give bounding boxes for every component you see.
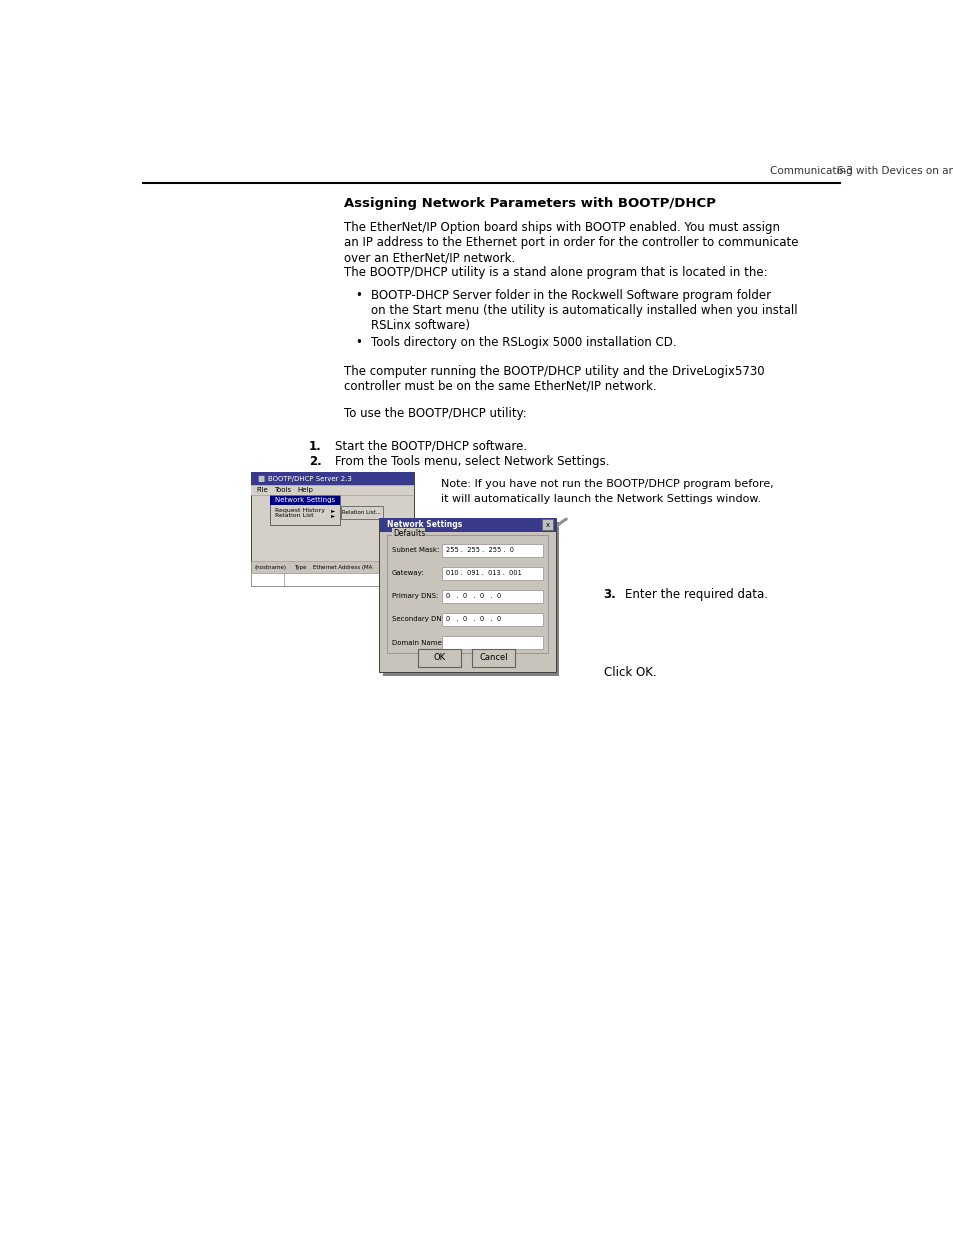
FancyBboxPatch shape [472, 648, 515, 667]
Text: 0   .  0   .  0   .  0: 0 . 0 . 0 . 0 [446, 616, 501, 622]
Bar [378, 517, 555, 672]
Text: controller must be on the same EtherNet/IP network.: controller must be on the same EtherNet/… [344, 380, 656, 393]
Text: OK: OK [433, 653, 445, 662]
Text: The BOOTP/DHCP utility is a stand alone program that is located in the:: The BOOTP/DHCP utility is a stand alone … [344, 266, 767, 279]
Bar [442, 590, 542, 603]
Text: Tools directory on the RSLogix 5000 installation CD.: Tools directory on the RSLogix 5000 inst… [371, 336, 676, 348]
Text: Gateway:: Gateway: [392, 571, 424, 577]
Text: To use the BOOTP/DHCP utility:: To use the BOOTP/DHCP utility: [344, 408, 526, 420]
FancyBboxPatch shape [340, 506, 382, 519]
Text: Network Settings: Network Settings [386, 520, 461, 530]
Bar [251, 561, 414, 573]
Bar [270, 495, 340, 525]
Bar [251, 472, 414, 585]
Bar [442, 636, 542, 650]
Text: (hostname): (hostname) [254, 564, 287, 569]
Text: ►: ► [331, 508, 335, 513]
Text: Network Settings: Network Settings [274, 498, 335, 504]
Text: •: • [355, 289, 362, 303]
Text: 6-3: 6-3 [835, 167, 852, 177]
Text: an IP address to the Ethernet port in order for the controller to communicate: an IP address to the Ethernet port in or… [344, 236, 798, 249]
Text: Relation List: Relation List [274, 513, 314, 517]
Bar [251, 485, 414, 495]
Text: Help: Help [297, 488, 313, 494]
Bar [270, 495, 340, 505]
Bar [442, 613, 542, 626]
Text: The computer running the BOOTP/DHCP utility and the DriveLogix5730: The computer running the BOOTP/DHCP util… [344, 366, 763, 378]
Bar [386, 535, 547, 653]
Text: ►: ► [331, 513, 335, 517]
Text: it will automatically launch the Network Settings window.: it will automatically launch the Network… [440, 494, 760, 504]
Bar [541, 520, 553, 530]
Text: Relation List...: Relation List... [342, 510, 381, 515]
Text: Secondary DNS:: Secondary DNS: [392, 616, 448, 622]
Text: Tools: Tools [274, 488, 291, 494]
Bar [251, 573, 414, 585]
Text: ■: ■ [257, 474, 264, 483]
Text: Start the BOOTP/DHCP software.: Start the BOOTP/DHCP software. [335, 440, 526, 453]
Text: File: File [256, 488, 268, 494]
Text: Defaults: Defaults [393, 529, 425, 537]
Text: Type: Type [294, 564, 306, 569]
Text: Communicating with Devices on an EtherNet/IP Link: Communicating with Devices on an EtherNe… [769, 167, 953, 177]
Text: 0   .  0   .  0   .  0: 0 . 0 . 0 . 0 [446, 593, 501, 599]
Text: x: x [545, 521, 549, 527]
Text: From the Tools menu, select Network Settings.: From the Tools menu, select Network Sett… [335, 454, 609, 468]
Text: Note: If you have not run the BOOTP/DHCP program before,: Note: If you have not run the BOOTP/DHCP… [440, 479, 773, 489]
Text: 1.: 1. [309, 440, 321, 453]
Text: Assigning Network Parameters with BOOTP/DHCP: Assigning Network Parameters with BOOTP/… [344, 196, 715, 210]
Text: 255 .  255 .  255 .  0: 255 . 255 . 255 . 0 [446, 547, 514, 553]
Bar [382, 521, 558, 676]
Text: •: • [355, 336, 362, 348]
Text: Ethernet Address (MA: Ethernet Address (MA [313, 564, 372, 569]
Text: BOOTP-DHCP Server folder in the Rockwell Software program folder: BOOTP-DHCP Server folder in the Rockwell… [371, 289, 770, 303]
Text: BOOTP/DHCP Server 2.3: BOOTP/DHCP Server 2.3 [268, 475, 352, 482]
Text: Enter the required data.: Enter the required data. [624, 588, 767, 601]
FancyBboxPatch shape [417, 648, 460, 667]
Text: RSLinx software): RSLinx software) [371, 319, 470, 332]
Text: Subnet Mask:: Subnet Mask: [392, 547, 439, 553]
Text: Domain Name:: Domain Name: [392, 640, 444, 646]
Bar [442, 543, 542, 557]
Text: 3.: 3. [603, 588, 616, 601]
Bar [442, 567, 542, 579]
Text: Request History: Request History [274, 508, 325, 513]
Text: over an EtherNet/IP network.: over an EtherNet/IP network. [344, 252, 515, 264]
Text: 2.: 2. [309, 454, 321, 468]
Text: 010 .  091 .  013 .  001: 010 . 091 . 013 . 001 [446, 571, 521, 577]
Text: The EtherNet/IP Option board ships with BOOTP enabled. You must assign: The EtherNet/IP Option board ships with … [344, 221, 780, 235]
Bar [251, 472, 414, 485]
Text: on the Start menu (the utility is automatically installed when you install: on the Start menu (the utility is automa… [371, 304, 797, 317]
Bar [378, 517, 555, 531]
Text: Cancel: Cancel [478, 653, 507, 662]
Text: Click OK.: Click OK. [603, 666, 656, 679]
Text: Primary DNS:: Primary DNS: [392, 593, 438, 599]
